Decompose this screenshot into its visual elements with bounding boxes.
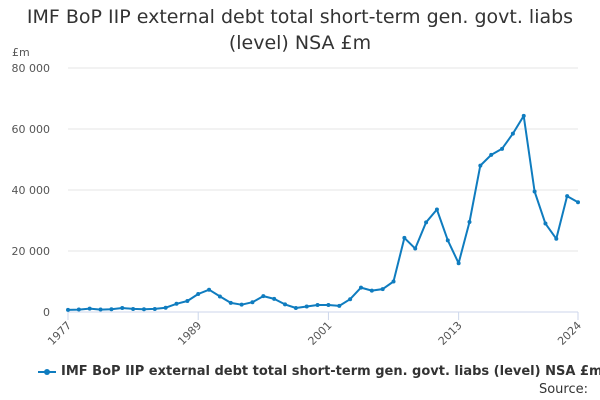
- y-axis-labels: 0 20 000 40 000 60 000 80 000: [12, 62, 51, 319]
- data-point[interactable]: [500, 146, 505, 151]
- data-series: [66, 113, 580, 312]
- data-point[interactable]: [576, 200, 580, 205]
- data-point[interactable]: [304, 304, 309, 309]
- data-point[interactable]: [228, 300, 233, 305]
- series-line: [67, 114, 579, 311]
- chart-title: IMF BoP IIP external debt total short-te…: [0, 4, 600, 56]
- data-point[interactable]: [283, 302, 288, 307]
- data-point[interactable]: [337, 303, 342, 308]
- data-point[interactable]: [326, 302, 331, 307]
- data-point[interactable]: [87, 306, 92, 311]
- data-point[interactable]: [131, 306, 136, 311]
- data-point[interactable]: [369, 288, 374, 293]
- x-tick-label: 2024: [555, 319, 584, 348]
- data-point[interactable]: [510, 131, 515, 136]
- data-point[interactable]: [217, 294, 222, 299]
- data-point[interactable]: [250, 300, 255, 305]
- data-point[interactable]: [120, 306, 125, 311]
- data-point[interactable]: [76, 307, 81, 312]
- y-tick-label: 60 000: [12, 123, 51, 136]
- data-point[interactable]: [478, 163, 483, 168]
- y-tick-label: 80 000: [12, 62, 51, 75]
- data-point[interactable]: [163, 305, 168, 310]
- data-point[interactable]: [141, 307, 146, 312]
- data-point[interactable]: [174, 301, 179, 306]
- data-point[interactable]: [272, 296, 277, 301]
- data-point[interactable]: [152, 306, 157, 311]
- x-tick-label: 1989: [175, 319, 204, 348]
- y-axis-unit: £m: [12, 46, 30, 59]
- grid-lines: [68, 67, 578, 313]
- data-point[interactable]: [402, 235, 407, 240]
- legend-label: IMF BoP IIP external debt total short-te…: [61, 364, 600, 379]
- x-tick-label: 1977: [45, 319, 74, 348]
- x-tick-label: 2001: [306, 319, 335, 348]
- data-point[interactable]: [109, 307, 114, 312]
- chart-title-line-2: (level) NSA £m: [228, 32, 372, 54]
- data-point[interactable]: [391, 279, 396, 284]
- data-point[interactable]: [467, 220, 472, 225]
- data-point[interactable]: [424, 220, 429, 225]
- y-tick-label: 40 000: [12, 184, 51, 197]
- data-point[interactable]: [293, 306, 298, 311]
- data-point[interactable]: [239, 302, 244, 307]
- data-point[interactable]: [565, 194, 570, 199]
- data-point[interactable]: [348, 297, 353, 302]
- legend-swatch-icon: [38, 366, 56, 378]
- data-point[interactable]: [532, 189, 537, 194]
- data-point[interactable]: [456, 261, 461, 266]
- data-point[interactable]: [66, 307, 70, 312]
- y-tick-label: 0: [43, 306, 50, 319]
- data-point[interactable]: [185, 299, 190, 304]
- data-point[interactable]: [489, 152, 494, 157]
- data-point[interactable]: [207, 287, 212, 292]
- data-point[interactable]: [196, 292, 201, 297]
- source-label: Source:: [538, 382, 588, 397]
- legend[interactable]: IMF BoP IIP external debt total short-te…: [38, 364, 600, 379]
- data-point[interactable]: [434, 207, 439, 212]
- data-point[interactable]: [380, 287, 385, 292]
- data-point[interactable]: [413, 246, 418, 251]
- data-point[interactable]: [261, 294, 266, 299]
- data-point[interactable]: [521, 113, 526, 118]
- chart-title-line-1: IMF BoP IIP external debt total short-te…: [26, 6, 574, 28]
- x-tick-label: 2013: [436, 319, 465, 348]
- data-point[interactable]: [358, 285, 363, 290]
- data-point[interactable]: [445, 238, 450, 243]
- data-point[interactable]: [543, 221, 548, 226]
- data-point[interactable]: [554, 236, 559, 241]
- x-axis: 1977 1989 2001 2013 2024: [45, 311, 584, 348]
- data-point[interactable]: [315, 302, 320, 307]
- y-tick-label: 20 000: [12, 245, 51, 258]
- data-point[interactable]: [98, 307, 103, 312]
